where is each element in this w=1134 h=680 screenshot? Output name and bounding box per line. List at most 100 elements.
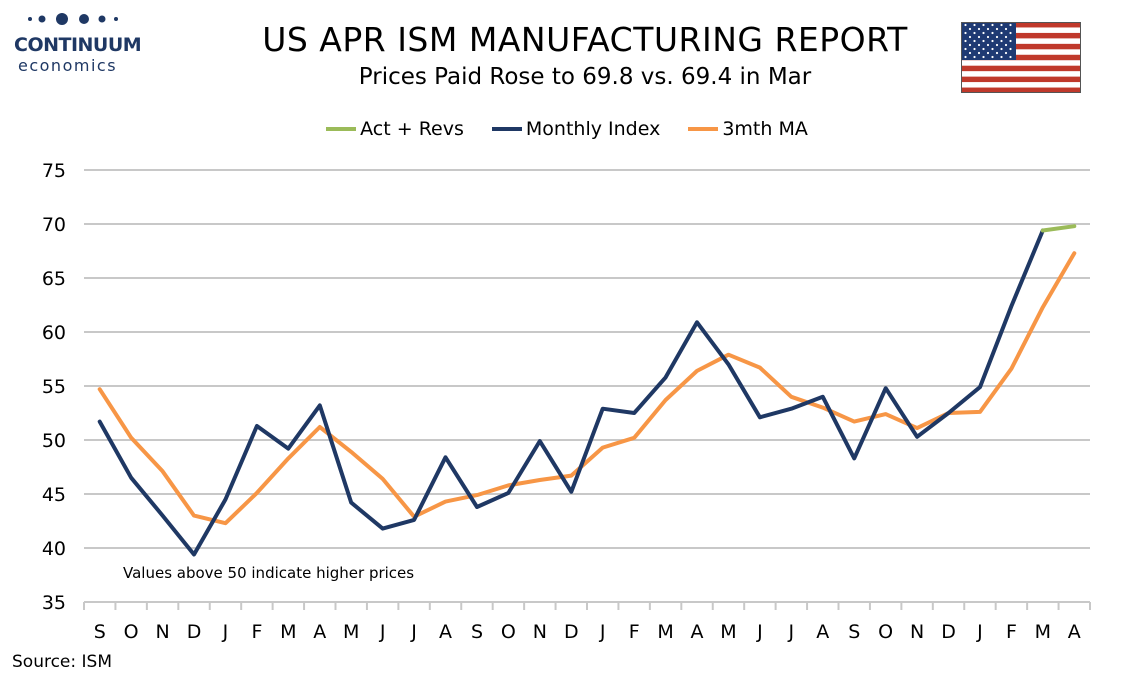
flag-star (986, 35, 990, 39)
x-tick-label: M (343, 621, 359, 643)
x-tick-label: N (533, 621, 547, 643)
flag-star (991, 31, 994, 35)
x-tick-label: N (910, 621, 924, 643)
flag-star (977, 51, 981, 55)
flag-star (1004, 35, 1008, 39)
flag-star (968, 51, 972, 55)
logo-sub: economics (18, 56, 118, 75)
flag-star (1004, 43, 1008, 47)
x-tick-label: J (788, 621, 795, 643)
legend-label-act: Act + Revs (360, 118, 464, 140)
flag-star (1009, 39, 1012, 43)
flag-star (982, 39, 985, 43)
x-tick-label: O (124, 621, 139, 643)
flag-star (986, 43, 990, 47)
y-tick-label: 65 (42, 268, 66, 290)
y-axis-ticks: 35 40 45 50 55 60 65 70 75 (42, 160, 66, 614)
chart-series (97, 224, 1077, 557)
flag-stripe (961, 43, 1081, 50)
page-title: US APR ISM MANUFACTURING REPORT (262, 20, 908, 59)
legend-item-monthly: Monthly Index (491, 118, 660, 140)
flag-star (964, 31, 967, 35)
flag-star (986, 27, 990, 31)
flag-star (982, 47, 985, 51)
flag-star (991, 23, 994, 27)
x-tick-label: A (439, 621, 452, 643)
flag-stripe (961, 76, 1081, 83)
y-tick-label: 70 (42, 214, 66, 236)
flag-star (991, 39, 994, 43)
flag-star (968, 27, 972, 31)
flag-star (995, 35, 999, 39)
flag-star (1000, 31, 1003, 35)
logo-name: CONTINUUM (14, 34, 142, 56)
logo-dots-icon (28, 13, 118, 25)
x-tick-label: M (720, 621, 736, 643)
chart-grid (84, 169, 1090, 549)
flag-star (973, 47, 976, 51)
flag-stripe (961, 54, 1081, 61)
x-tick-label: J (599, 621, 606, 643)
flag-star (991, 55, 994, 59)
legend-swatch-act (326, 127, 357, 131)
x-tick-label: A (1068, 621, 1081, 643)
series-line-ma (97, 251, 1077, 526)
flag-star (1000, 23, 1003, 27)
x-tick-label: S (471, 621, 483, 643)
source-note: Source: ISM (12, 652, 112, 672)
flag-star (964, 55, 967, 59)
chart-annotation: Values above 50 indicate higher prices (123, 564, 414, 582)
flag-star (1000, 39, 1003, 43)
legend-swatch-monthly (491, 127, 522, 131)
flag-star (991, 47, 994, 51)
flag-star (982, 31, 985, 35)
y-tick-label: 55 (42, 376, 66, 398)
x-tick-label: S (848, 621, 860, 643)
x-tick-label: A (691, 621, 704, 643)
x-tick-label: S (94, 621, 106, 643)
flag-star (964, 23, 967, 27)
flag-star (1004, 27, 1008, 31)
flag-star (964, 39, 967, 43)
flag-stripe (961, 87, 1081, 93)
x-tick-label: D (187, 621, 202, 643)
flag-star (977, 43, 981, 47)
x-tick-label: J (222, 621, 229, 643)
flag-star (995, 51, 999, 55)
series-line-monthly (97, 228, 1045, 557)
x-tick-label: A (313, 621, 326, 643)
flag-star (1009, 31, 1012, 35)
flag-star (1009, 55, 1012, 59)
x-tick-label: M (657, 621, 673, 643)
flag-star (1004, 51, 1008, 55)
x-tick-label: A (816, 621, 829, 643)
flag-star (982, 55, 985, 59)
x-tick-label: N (155, 621, 169, 643)
flag-stripe (961, 32, 1081, 39)
flag-stripes (961, 22, 1081, 93)
y-tick-label: 35 (42, 592, 66, 614)
flag-star (977, 27, 981, 31)
continuum-logo: CONTINUUM economics (10, 12, 142, 77)
x-tick-label: J (756, 621, 763, 643)
x-tick-label: O (501, 621, 516, 643)
chart-legend: Act + Revs Monthly Index 3mth MA (0, 118, 1134, 140)
flag-stripe (961, 65, 1081, 72)
flag-star (977, 35, 981, 39)
flag-star (982, 23, 985, 27)
flag-star (973, 55, 976, 59)
flag-star (995, 27, 999, 31)
flag-star (1009, 23, 1012, 27)
series-line-act (1040, 224, 1077, 233)
flag-star (968, 35, 972, 39)
x-tick-label: O (878, 621, 893, 643)
flag-stripe (961, 22, 1081, 28)
flag-star (973, 23, 976, 27)
x-tick-label: M (280, 621, 296, 643)
flag-star (1009, 47, 1012, 51)
x-tick-label: F (251, 621, 262, 643)
x-tick-label: M (1035, 621, 1051, 643)
flag-star (1000, 47, 1003, 51)
